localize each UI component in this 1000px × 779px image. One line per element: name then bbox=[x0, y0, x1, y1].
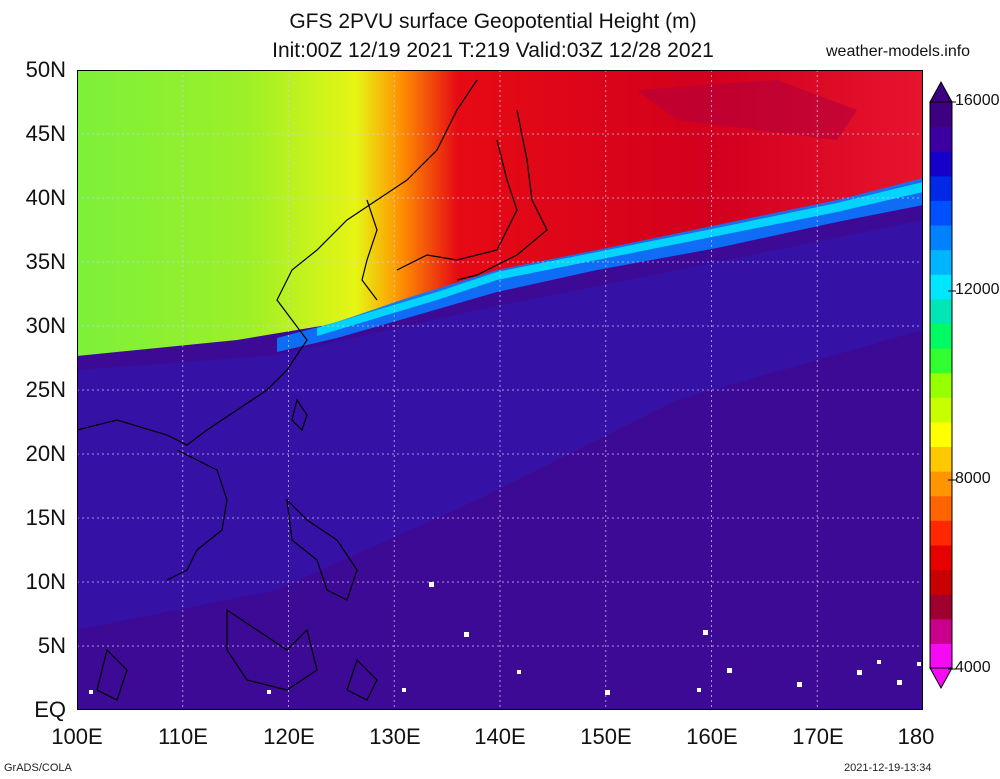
lon-label-150e: 150E bbox=[580, 724, 632, 749]
title-line-2: Init:00Z 12/19 2021 T:219 Valid:03Z 12/2… bbox=[272, 39, 714, 62]
lat-label-20n: 20N bbox=[25, 441, 66, 466]
colorbar-segment bbox=[930, 520, 952, 546]
colorbar-segment bbox=[930, 102, 952, 128]
title-line-1: GFS 2PVU surface Geopotential Height (m) bbox=[289, 10, 697, 33]
colorbar-segment bbox=[930, 495, 952, 521]
lat-label-5n: 5N bbox=[37, 633, 66, 658]
colorbar-segment bbox=[930, 175, 952, 201]
lon-label-170e: 170E bbox=[792, 724, 844, 749]
lon-label-120e: 120E bbox=[263, 724, 315, 749]
colorbar-segment bbox=[930, 471, 952, 497]
colorbar-frame bbox=[929, 101, 953, 669]
north-magenta-patch bbox=[637, 80, 857, 140]
colorbar-segment bbox=[930, 298, 952, 324]
colorbar-segment bbox=[930, 348, 952, 374]
colorbar-segment bbox=[930, 397, 952, 423]
lat-label-30n: 30N bbox=[25, 313, 66, 338]
colorbar-segment bbox=[930, 569, 952, 595]
colorbar-segment bbox=[930, 274, 952, 300]
colorbar-segment bbox=[930, 372, 952, 398]
colorbar-top-arrow bbox=[929, 80, 953, 103]
lon-label-100e: 100E bbox=[51, 724, 103, 749]
plot-frame bbox=[77, 70, 923, 710]
lat-label-10n: 10N bbox=[25, 569, 66, 594]
colorbar-label-12000: 12000 bbox=[955, 281, 1000, 298]
site-label: weather-models.info bbox=[826, 43, 971, 60]
lat-label-45n: 45N bbox=[25, 121, 66, 146]
grid bbox=[77, 70, 923, 710]
colorbar-segment bbox=[930, 594, 952, 620]
colorbar-segment bbox=[930, 200, 952, 226]
jet-core bbox=[317, 182, 923, 336]
lon-label-180: 180 bbox=[897, 724, 935, 749]
colorbar-segment bbox=[930, 151, 952, 177]
colorbar-segment bbox=[930, 618, 952, 644]
lat-label-50n: 50N bbox=[25, 57, 66, 82]
map-plot bbox=[77, 70, 923, 710]
colorbar-label-16000: 16000 bbox=[955, 92, 1000, 109]
colorbar-segment bbox=[930, 225, 952, 251]
colorbar-segment bbox=[930, 643, 952, 669]
lat-label-40n: 40N bbox=[25, 185, 66, 210]
lat-label-35n: 35N bbox=[25, 249, 66, 274]
colorbar-segment bbox=[930, 249, 952, 275]
colorbar-segment bbox=[930, 421, 952, 448]
lat-label-25n: 25N bbox=[25, 377, 66, 402]
colorbar-segment bbox=[930, 323, 952, 349]
lat-label-15n: 15N bbox=[25, 505, 66, 530]
lon-label-110e: 110E bbox=[158, 724, 208, 749]
lon-label-140e: 140E bbox=[474, 724, 526, 749]
colorbar-segment bbox=[930, 544, 952, 571]
colorbar-label-8000: 8000 bbox=[955, 470, 991, 487]
colorbar-bottom-arrow bbox=[929, 667, 953, 690]
footer-left: GrADS/COLA bbox=[4, 762, 72, 774]
coastlines bbox=[77, 79, 548, 701]
white-dots bbox=[89, 582, 921, 695]
lon-label-160e: 160E bbox=[686, 724, 738, 749]
colorbar-segment bbox=[930, 126, 952, 152]
colorbar bbox=[929, 80, 956, 690]
lon-label-130e: 130E bbox=[369, 724, 421, 749]
colorbar-label-4000: 4000 bbox=[955, 659, 991, 676]
footer-right: 2021-12-19-13:34 bbox=[844, 762, 932, 774]
lat-label-eq: EQ bbox=[34, 697, 66, 722]
colorbar-segment bbox=[930, 446, 952, 472]
